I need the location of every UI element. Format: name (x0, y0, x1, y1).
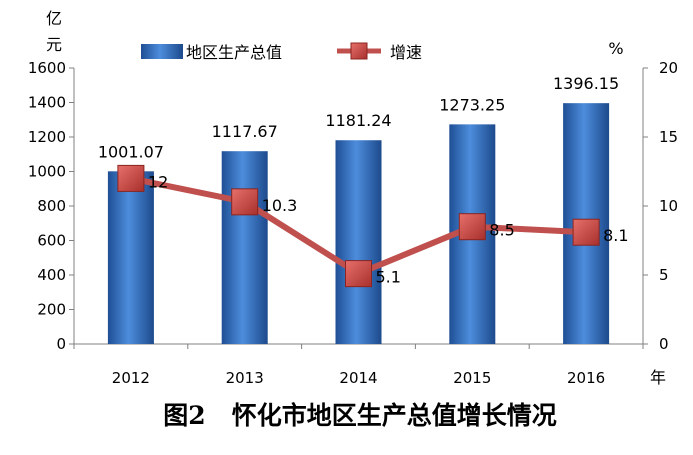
legend-bar-swatch (141, 44, 183, 59)
line-series: 12 10.3 5.1 8.5 8.1 (117, 164, 629, 288)
growth-value-label: 10.3 (262, 196, 298, 215)
growth-marker (117, 164, 145, 192)
left-tick-label: 0 (56, 335, 66, 353)
right-axis-unit: % (608, 39, 623, 58)
right-tick-label: 5 (659, 266, 669, 284)
legend-line-label: 增速 (390, 43, 422, 62)
bar-value-label: 1001.07 (98, 142, 164, 161)
bar-value-label: 1181.24 (325, 111, 391, 130)
x-tick-label: 2015 (453, 369, 491, 387)
left-tick-label: 1600 (28, 59, 66, 77)
growth-value-label: 8.1 (603, 226, 628, 245)
legend: 地区生产总值 增速 (141, 42, 422, 62)
left-axis-unit-1: 亿 (46, 9, 62, 28)
bar-value-label: 1396.15 (553, 74, 619, 93)
left-tick-label: 600 (37, 232, 66, 250)
growth-value-label: 12 (148, 172, 168, 191)
bar (335, 140, 382, 344)
left-tick-label: 800 (37, 197, 66, 215)
left-tick-label: 400 (37, 266, 66, 284)
growth-marker (572, 218, 600, 246)
growth-marker (458, 213, 486, 241)
left-tick-label: 1000 (28, 163, 66, 181)
x-tick-label: 2016 (567, 369, 605, 387)
category-labels: 2012 2013 2014 2015 2016 (73, 344, 644, 387)
legend-bar-label: 地区生产总值 (186, 43, 282, 62)
x-tick-label: 2014 (339, 369, 377, 387)
figure-caption: 图2 怀化市地区生产总值增长情况 (163, 401, 557, 430)
bar-series: 1001.07 1117.67 1181.24 1273.25 1396.15 (98, 74, 619, 344)
right-tick-label: 0 (659, 335, 669, 353)
left-tick-label: 200 (37, 301, 66, 319)
right-tick-label: 15 (659, 128, 678, 146)
bar-value-label: 1117.67 (212, 122, 278, 141)
left-axis-ticks: 0 200 400 600 800 1000 1200 1400 1600 (28, 59, 74, 353)
left-tick-label: 1200 (28, 128, 66, 146)
left-axis-unit-2: 元 (46, 35, 62, 54)
bar-value-label: 1273.25 (439, 95, 505, 114)
x-tick-label: 2013 (226, 369, 264, 387)
x-axis-unit: 年 (650, 368, 666, 387)
right-tick-label: 20 (659, 59, 678, 77)
legend-line-marker (350, 42, 368, 60)
bar (107, 171, 154, 344)
right-tick-label: 10 (659, 197, 678, 215)
growth-marker (345, 260, 372, 288)
right-axis-ticks: 0 5 10 15 20 (643, 59, 678, 353)
growth-value-label: 8.5 (489, 221, 514, 240)
growth-marker (231, 188, 259, 216)
left-tick-label: 1400 (28, 94, 66, 112)
bar (221, 151, 268, 344)
x-tick-label: 2012 (112, 369, 150, 387)
growth-value-label: 5.1 (376, 268, 401, 287)
